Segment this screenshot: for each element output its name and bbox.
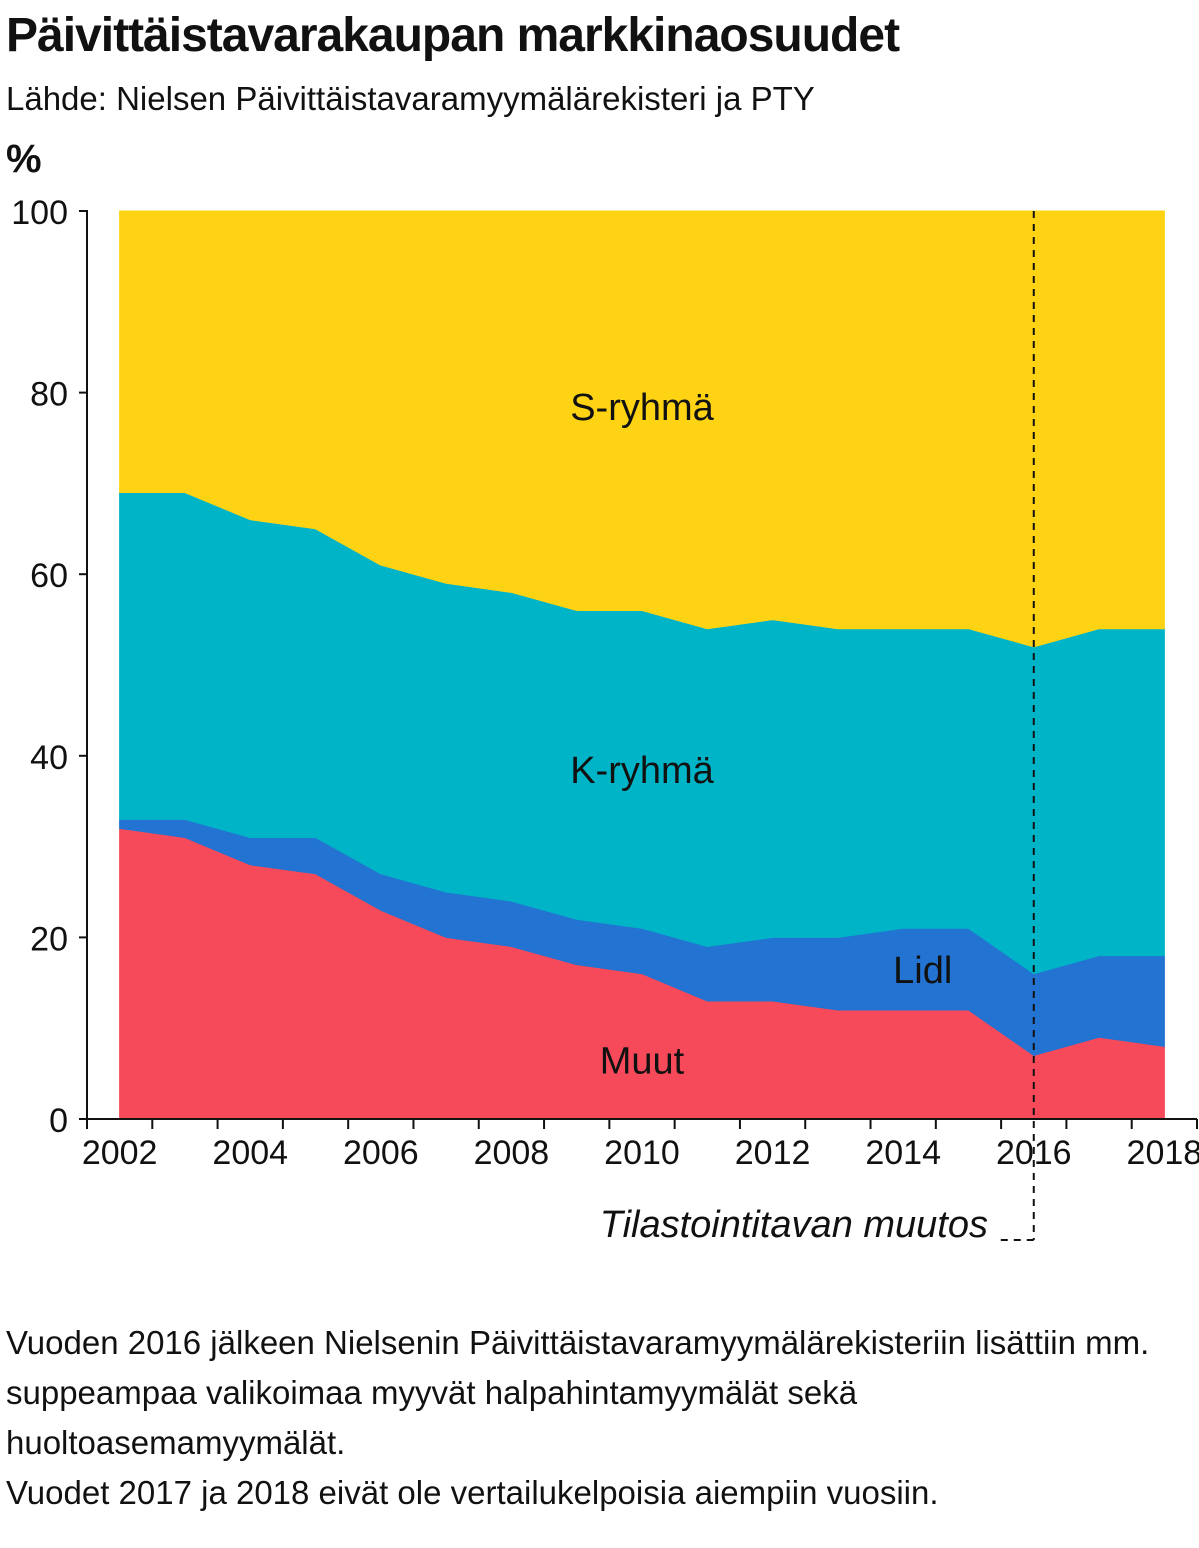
footnote: Vuoden 2016 jälkeen Nielsenin Päivittäis…: [6, 1318, 1186, 1518]
method-change-label: Tilastointitavan muutos: [600, 1204, 988, 1246]
stacked-area-chart: 0 20 40 60 80 100 2002 2004 2006 2008 2010 2012 201…: [6, 137, 1199, 1246]
y-tick-label: 100: [11, 194, 68, 232]
series-label-lidl: Lidl: [893, 950, 952, 992]
footnote-line-1: Vuoden 2016 jälkeen Nielsenin Päivittäis…: [6, 1324, 1150, 1461]
x-tick-group: 2002 2004 2006 2008 2010 2012 2014 2016 2018: [82, 1119, 1199, 1172]
series-label-s-ryhm-: S-ryhmä: [570, 387, 714, 429]
series-label-group: Muut Lidl K-ryhmä S-ryhmä: [570, 387, 952, 1083]
axes-group: [86, 210, 1197, 1120]
x-tick-label: 2014: [865, 1134, 941, 1172]
y-axis-unit: %: [6, 137, 42, 181]
y-tick-label: 40: [30, 739, 68, 777]
x-tick-label: 2012: [735, 1134, 811, 1172]
series-label-muut: Muut: [600, 1041, 685, 1083]
footnote-line-2: Vuodet 2017 ja 2018 eivät ole vertailuke…: [6, 1474, 939, 1511]
method-change-annotation: Tilastointitavan muutos: [600, 211, 1035, 1246]
series-label-k-ryhm-: K-ryhmä: [570, 750, 714, 792]
y-tick-label: 20: [30, 920, 68, 958]
area-series-group: [119, 210, 1165, 1120]
area-s-ryhm-: [119, 210, 1165, 648]
y-tick-group: 0 20 40 60 80 100: [11, 194, 87, 1140]
y-tick-label: 60: [30, 557, 68, 595]
x-tick-label: 2006: [343, 1134, 419, 1172]
x-tick-label: 2010: [604, 1134, 680, 1172]
x-tick-label: 2018: [1127, 1134, 1199, 1172]
chart-title: Päivittäistavarakaupan markkinaosuudet: [6, 9, 900, 62]
y-tick-label: 80: [30, 376, 68, 414]
x-tick-label: 2002: [82, 1134, 158, 1172]
x-tick-label: 2008: [474, 1134, 550, 1172]
x-tick-label: 2004: [212, 1134, 288, 1172]
chart-source: Lähde: Nielsen Päivittäistavaramyymäläre…: [6, 80, 815, 117]
y-tick-label: 0: [49, 1102, 68, 1140]
